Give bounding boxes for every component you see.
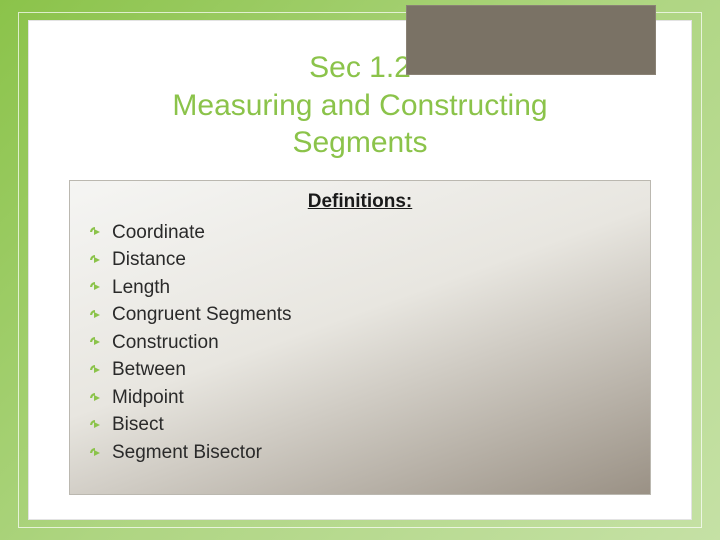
list-item: Bisect [88, 411, 632, 439]
list-item: Coordinate [88, 219, 632, 247]
list-item-label: Midpoint [112, 384, 184, 412]
definitions-heading: Definitions: [88, 191, 632, 213]
corner-decoration [406, 5, 656, 75]
list-item-label: Coordinate [112, 219, 205, 247]
title-line-3: Segments [29, 124, 691, 162]
list-item-label: Length [112, 274, 170, 302]
arrow-bullet-icon [88, 418, 102, 432]
arrow-bullet-icon [88, 391, 102, 405]
title-line-2: Measuring and Constructing [29, 87, 691, 125]
list-item-label: Segment Bisector [112, 439, 262, 467]
arrow-bullet-icon [88, 225, 102, 239]
slide-frame: Sec 1.2 Measuring and Constructing Segme… [28, 20, 692, 520]
arrow-bullet-icon [88, 280, 102, 294]
arrow-bullet-icon [88, 308, 102, 322]
list-item: Midpoint [88, 384, 632, 412]
list-item: Distance [88, 246, 632, 274]
list-item-label: Between [112, 356, 186, 384]
list-item: Segment Bisector [88, 439, 632, 467]
arrow-bullet-icon [88, 253, 102, 267]
list-item-label: Bisect [112, 411, 164, 439]
list-item-label: Congruent Segments [112, 301, 292, 329]
content-panel: Definitions: Coordinate Distance Length … [69, 180, 651, 495]
definitions-list: Coordinate Distance Length Congruent Seg… [88, 219, 632, 467]
arrow-bullet-icon [88, 363, 102, 377]
list-item: Between [88, 356, 632, 384]
list-item-label: Distance [112, 246, 186, 274]
list-item: Congruent Segments [88, 301, 632, 329]
list-item: Construction [88, 329, 632, 357]
list-item: Length [88, 274, 632, 302]
arrow-bullet-icon [88, 446, 102, 460]
list-item-label: Construction [112, 329, 219, 357]
arrow-bullet-icon [88, 335, 102, 349]
